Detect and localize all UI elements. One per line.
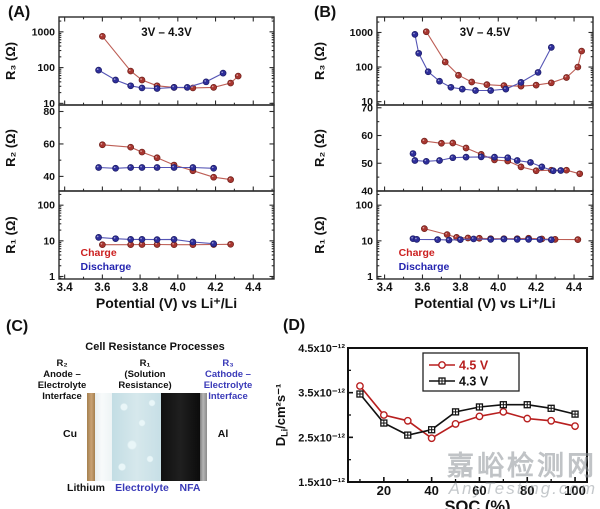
svg-text:50: 50 bbox=[361, 158, 373, 170]
svg-text:1: 1 bbox=[367, 271, 373, 283]
electrolyte-layer bbox=[112, 393, 161, 481]
svg-text:3V – 4.3V: 3V – 4.3V bbox=[141, 27, 192, 39]
svg-text:4.5 V: 4.5 V bbox=[459, 359, 489, 373]
svg-text:R₂ (Ω): R₂ (Ω) bbox=[312, 129, 327, 167]
svg-text:3.8: 3.8 bbox=[132, 282, 149, 294]
r1-solution-resistance-label: R₁ (Solution Resistance) bbox=[118, 358, 172, 391]
svg-text:4.2: 4.2 bbox=[208, 282, 224, 294]
chart-d-diffusion-vs-soc: 20 40 60 80 100 4.5x10⁻¹² 3.5x10⁻¹² 2.5x10⁻¹² 1.… bbox=[273, 343, 588, 509]
panel-a: (A) 10 100 1000 3V – 4.3V R₃ (Ω) 40 60 80 R₂ (Ω)… bbox=[0, 0, 300, 315]
svg-text:DLi/cm²s⁻¹: DLi/cm²s⁻¹ bbox=[273, 384, 290, 447]
svg-text:100: 100 bbox=[37, 200, 55, 212]
chart-b-impedance-4v5: 10 100 1000 3V – 4.5V R₃ (Ω) 40 50 60 70 R₂ (Ω) 1 1… bbox=[312, 16, 594, 311]
svg-text:10: 10 bbox=[43, 98, 55, 110]
svg-text:3.4: 3.4 bbox=[377, 282, 394, 294]
svg-text:10: 10 bbox=[43, 235, 55, 247]
svg-text:3.8: 3.8 bbox=[452, 282, 469, 294]
svg-text:R₁ (Ω): R₁ (Ω) bbox=[3, 216, 18, 253]
chart-a-impedance-4v3: 10 100 1000 3V – 4.3V R₃ (Ω) 40 60 80 R₂ (Ω) 1 10 1… bbox=[3, 16, 275, 311]
svg-text:4.3 V: 4.3 V bbox=[459, 375, 489, 389]
svg-text:40: 40 bbox=[43, 171, 55, 183]
svg-text:4.4: 4.4 bbox=[566, 282, 583, 294]
panel-b-label: (B) bbox=[314, 4, 337, 21]
svg-text:R₁ (Ω): R₁ (Ω) bbox=[312, 216, 327, 253]
al-label: Al bbox=[217, 428, 229, 440]
lithium-label: Lithium bbox=[67, 482, 105, 494]
svg-text:60: 60 bbox=[361, 130, 373, 142]
svg-text:40: 40 bbox=[424, 483, 438, 498]
panel-b: (B) 10 100 1000 3V – 4.5V R₃ (Ω) 40 50 60 70 R₂ (… bbox=[300, 0, 600, 315]
lithium-layer bbox=[95, 393, 112, 481]
svg-text:1000: 1000 bbox=[350, 27, 374, 39]
svg-text:4.5x10⁻¹²: 4.5x10⁻¹² bbox=[298, 343, 345, 355]
svg-text:100: 100 bbox=[355, 200, 373, 212]
svg-text:3.5x10⁻¹²: 3.5x10⁻¹² bbox=[298, 388, 345, 400]
svg-text:2.5x10⁻¹²: 2.5x10⁻¹² bbox=[298, 432, 345, 444]
svg-text:3.6: 3.6 bbox=[94, 282, 110, 294]
diagram-title: Cell Resistance Processes bbox=[85, 341, 225, 353]
electrolyte-label: Electrolyte bbox=[115, 482, 169, 494]
svg-text:20: 20 bbox=[377, 483, 391, 498]
r3-cathode-interface-label: R₃ Cathode – Electrolyte Interface bbox=[203, 358, 253, 402]
al-current-collector-layer bbox=[200, 393, 207, 481]
cu-current-collector-layer bbox=[87, 393, 95, 481]
svg-text:1000: 1000 bbox=[32, 26, 56, 38]
svg-text:Potential (V) vs Li⁺/Li: Potential (V) vs Li⁺/Li bbox=[96, 295, 237, 311]
svg-text:R₃ (Ω): R₃ (Ω) bbox=[3, 42, 18, 80]
panel-d-label: (D) bbox=[283, 317, 306, 334]
svg-text:100: 100 bbox=[355, 62, 373, 74]
svg-text:Discharge: Discharge bbox=[399, 261, 450, 273]
svg-text:70: 70 bbox=[361, 102, 373, 114]
svg-text:3.6: 3.6 bbox=[414, 282, 430, 294]
svg-text:1: 1 bbox=[49, 271, 55, 283]
svg-text:Potential (V) vs Li⁺/Li: Potential (V) vs Li⁺/Li bbox=[414, 295, 555, 311]
svg-text:60: 60 bbox=[43, 138, 55, 150]
svg-text:Charge: Charge bbox=[81, 247, 117, 259]
svg-text:3.4: 3.4 bbox=[57, 282, 74, 294]
svg-text:Discharge: Discharge bbox=[81, 261, 132, 273]
svg-text:SOC (%): SOC (%) bbox=[445, 498, 511, 509]
panel-c: (C) Cell Resistance Processes R₂ Anode –… bbox=[0, 315, 285, 509]
nfa-label: NFA bbox=[179, 482, 201, 494]
svg-text:10: 10 bbox=[361, 96, 373, 108]
svg-text:4.2: 4.2 bbox=[528, 282, 544, 294]
svg-text:1.5x10⁻¹²: 1.5x10⁻¹² bbox=[298, 477, 345, 489]
svg-text:60: 60 bbox=[472, 483, 486, 498]
svg-text:4.4: 4.4 bbox=[245, 282, 262, 294]
svg-text:100: 100 bbox=[37, 62, 55, 74]
r2-anode-interface-label: R₂ Anode – Electrolyte Interface bbox=[37, 358, 87, 402]
svg-text:R₂ (Ω): R₂ (Ω) bbox=[3, 129, 18, 167]
svg-text:4.0: 4.0 bbox=[490, 282, 506, 294]
panel-d: (D) 20 40 60 80 100 4.5x10⁻¹² 3.5x10⁻¹² 2.5x10⁻… bbox=[273, 315, 600, 509]
svg-text:R₃ (Ω): R₃ (Ω) bbox=[312, 42, 327, 80]
svg-text:10: 10 bbox=[361, 235, 373, 247]
cell-stack-illustration bbox=[87, 393, 207, 481]
svg-text:80: 80 bbox=[520, 483, 534, 498]
svg-text:40: 40 bbox=[361, 186, 373, 198]
svg-text:100: 100 bbox=[564, 483, 586, 498]
panel-c-label: (C) bbox=[6, 318, 29, 335]
panel-a-label: (A) bbox=[8, 4, 31, 21]
svg-text:Charge: Charge bbox=[399, 247, 435, 259]
nfa-cathode-layer bbox=[161, 393, 200, 481]
svg-text:4.0: 4.0 bbox=[170, 282, 186, 294]
svg-text:3V – 4.5V: 3V – 4.5V bbox=[460, 27, 511, 39]
svg-text:80: 80 bbox=[43, 106, 55, 118]
cu-label: Cu bbox=[63, 428, 77, 440]
